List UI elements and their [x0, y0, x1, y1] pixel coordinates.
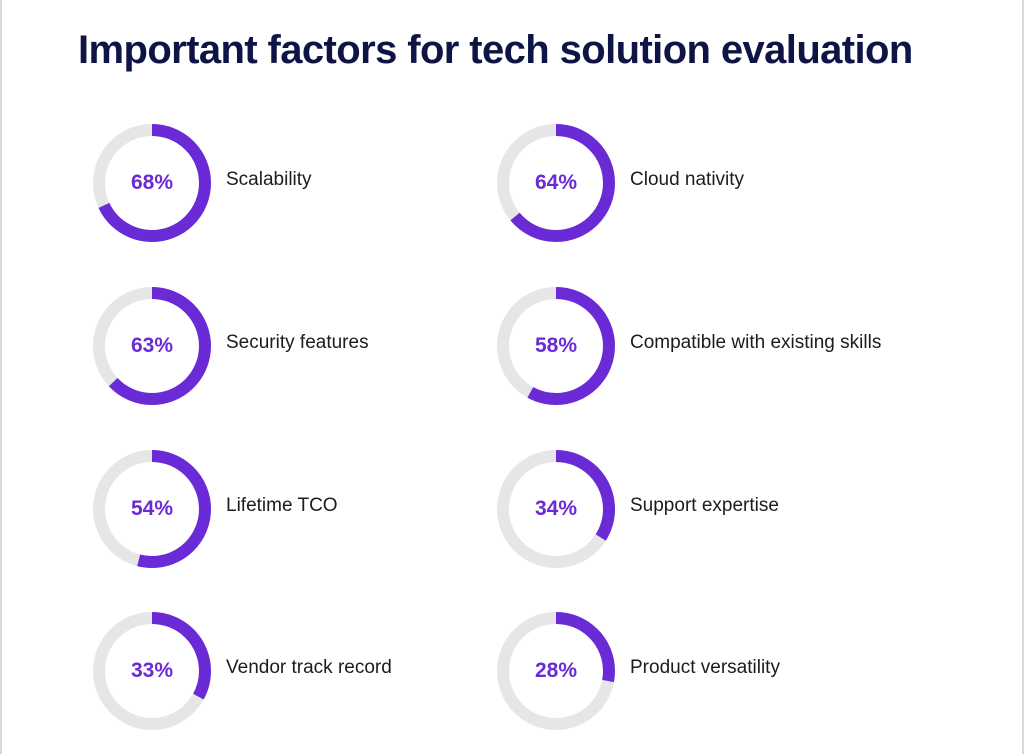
donut-label: Security features: [226, 332, 369, 353]
donut-item-scalability: 68% Scalability: [90, 121, 510, 245]
donut-arc: [93, 287, 211, 405]
donut-percent: 68%: [130, 171, 174, 194]
donut-ring: [497, 124, 615, 242]
donut-percent: 54%: [130, 497, 174, 520]
donut-arc: [93, 124, 211, 242]
donut-arc: [497, 287, 615, 405]
chart-title: Important factors for tech solution eval…: [78, 28, 913, 72]
frame-border-left: [0, 0, 2, 754]
donut-percent: 58%: [534, 334, 578, 357]
donut-ring: [497, 287, 615, 405]
donut-ring: [497, 450, 615, 568]
donut-label: Lifetime TCO: [226, 495, 338, 516]
donut-label: Product versatility: [630, 657, 780, 678]
frame-border-right: [1022, 0, 1024, 754]
donut-percent: 64%: [534, 171, 578, 194]
donut-arc: [497, 124, 615, 242]
donut-item-security-features: 63% Security features: [90, 284, 510, 408]
donut-ring: [93, 612, 211, 730]
donut-item-support-expertise: 34% Support expertise: [494, 447, 914, 571]
donut-percent: 28%: [534, 659, 578, 682]
donut-percent: 33%: [130, 659, 174, 682]
donut-ring: [93, 287, 211, 405]
donut-item-product-versatility: 28% Product versatility: [494, 609, 914, 733]
donut-item-vendor-track-record: 33% Vendor track record: [90, 609, 510, 733]
donut-label: Scalability: [226, 169, 312, 190]
donut-item-lifetime-tco: 54% Lifetime TCO: [90, 447, 510, 571]
donut-arc: [497, 450, 615, 568]
donut-label: Vendor track record: [226, 657, 392, 678]
donut-ring: [93, 450, 211, 568]
donut-ring: [93, 124, 211, 242]
donut-label: Compatible with existing skills: [630, 332, 882, 353]
donut-percent: 63%: [130, 334, 174, 357]
donut-arc: [93, 450, 211, 568]
donut-item-cloud-nativity: 64% Cloud nativity: [494, 121, 914, 245]
donut-label: Cloud nativity: [630, 169, 745, 190]
donut-item-compatible-skills: 58% Compatible with existing skills: [494, 284, 914, 408]
donut-ring: [497, 612, 615, 730]
donut-label: Support expertise: [630, 495, 779, 516]
donut-percent: 34%: [534, 497, 578, 520]
donut-arc: [497, 612, 615, 730]
donut-arc: [93, 612, 211, 730]
